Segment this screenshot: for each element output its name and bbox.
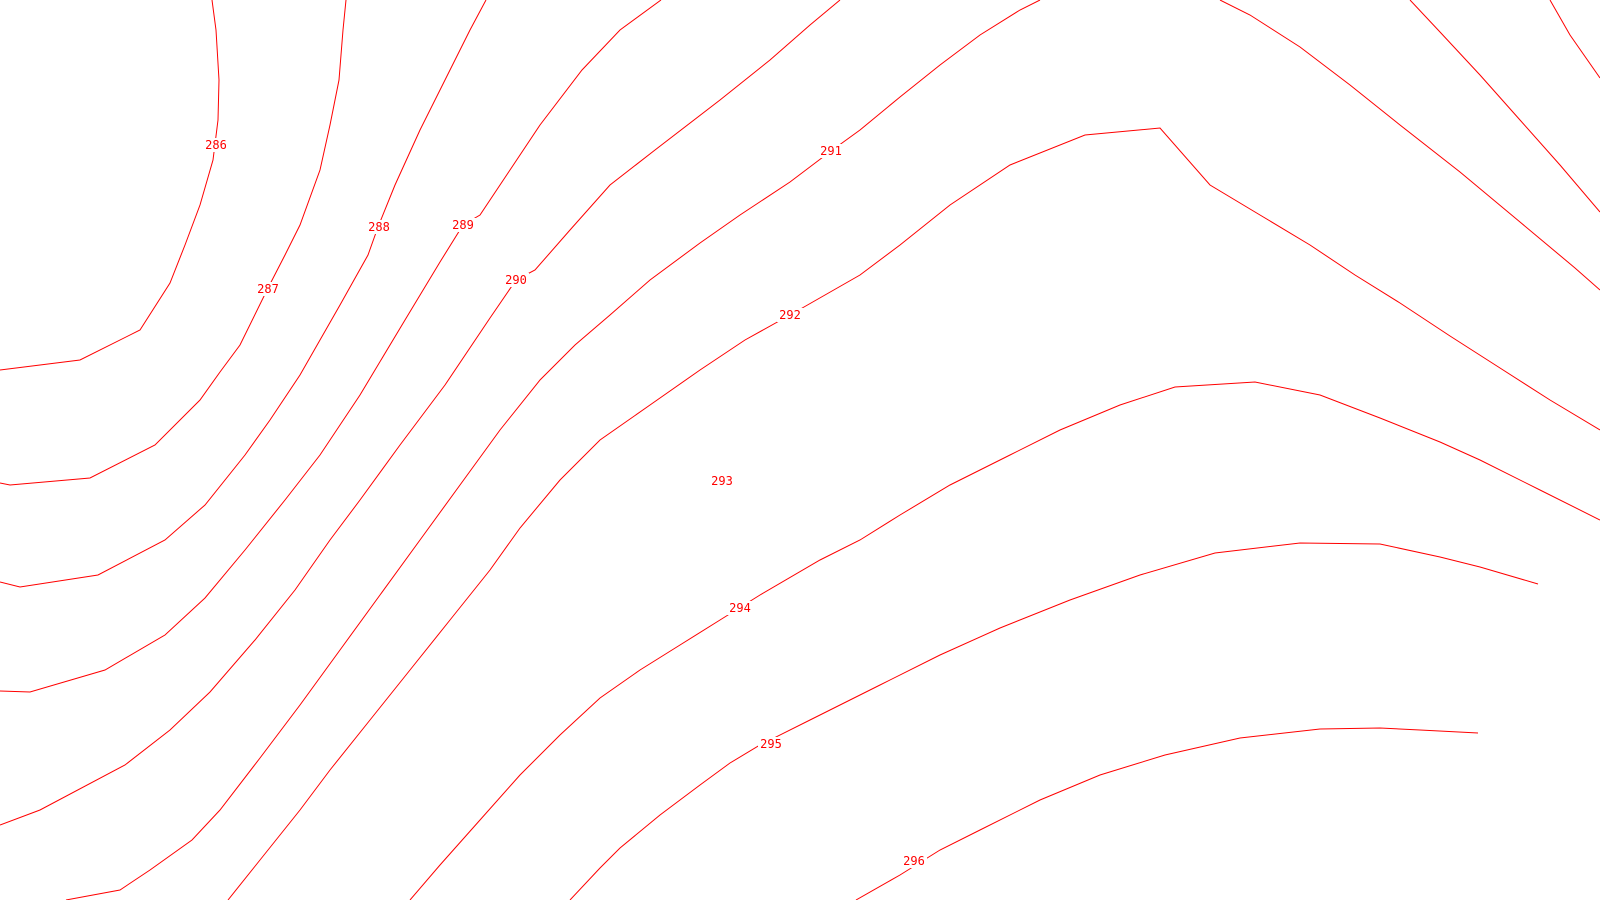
contour-label-bg-293 xyxy=(709,474,735,488)
contour-label-286: 286 xyxy=(205,138,227,152)
contour-line-291 xyxy=(65,0,1041,900)
contour-label-bg-286 xyxy=(203,138,229,152)
contour-label-bg-295 xyxy=(758,737,784,751)
contour-labels: 286 287 288 289 290 291 292 293 294 295 296 xyxy=(203,138,927,868)
contour-line-292 xyxy=(227,127,1600,900)
contour-label-295: 295 xyxy=(760,737,782,751)
contour-label-287: 287 xyxy=(257,282,279,296)
contour-label-bg-291 xyxy=(818,144,844,158)
contour-label-bg-292 xyxy=(777,308,803,322)
contour-label-bg-296 xyxy=(901,854,927,868)
contour-label-288: 288 xyxy=(368,220,390,234)
contour-label-bg-294 xyxy=(727,601,753,615)
contour-line-286 xyxy=(0,0,220,371)
contour-label-bg-290 xyxy=(503,273,529,287)
contour-line-288 xyxy=(0,0,487,588)
contour-guide-296 xyxy=(856,738,1478,900)
contour-label-293: 293 xyxy=(711,474,733,488)
contour-line-294 xyxy=(569,542,1539,900)
contour-label-291: 291 xyxy=(820,144,842,158)
contour-label-bg-287 xyxy=(255,282,281,296)
contour-line-289 xyxy=(0,0,662,693)
contour-label-294: 294 xyxy=(729,601,751,615)
contour-line-290 xyxy=(0,0,841,826)
contour-line-293 xyxy=(409,381,1600,900)
contour-label-292: 292 xyxy=(779,308,801,322)
contour-label-bg-288 xyxy=(366,220,392,234)
contour-line-287 xyxy=(0,0,347,486)
contour-label-289: 289 xyxy=(452,218,474,232)
contour-label-296: 296 xyxy=(903,854,925,868)
contour-label-290: 290 xyxy=(505,273,527,287)
contour-line-296 xyxy=(1219,0,1600,291)
contour-line-295 xyxy=(855,727,1479,900)
contour-label-bg-289 xyxy=(450,218,476,232)
